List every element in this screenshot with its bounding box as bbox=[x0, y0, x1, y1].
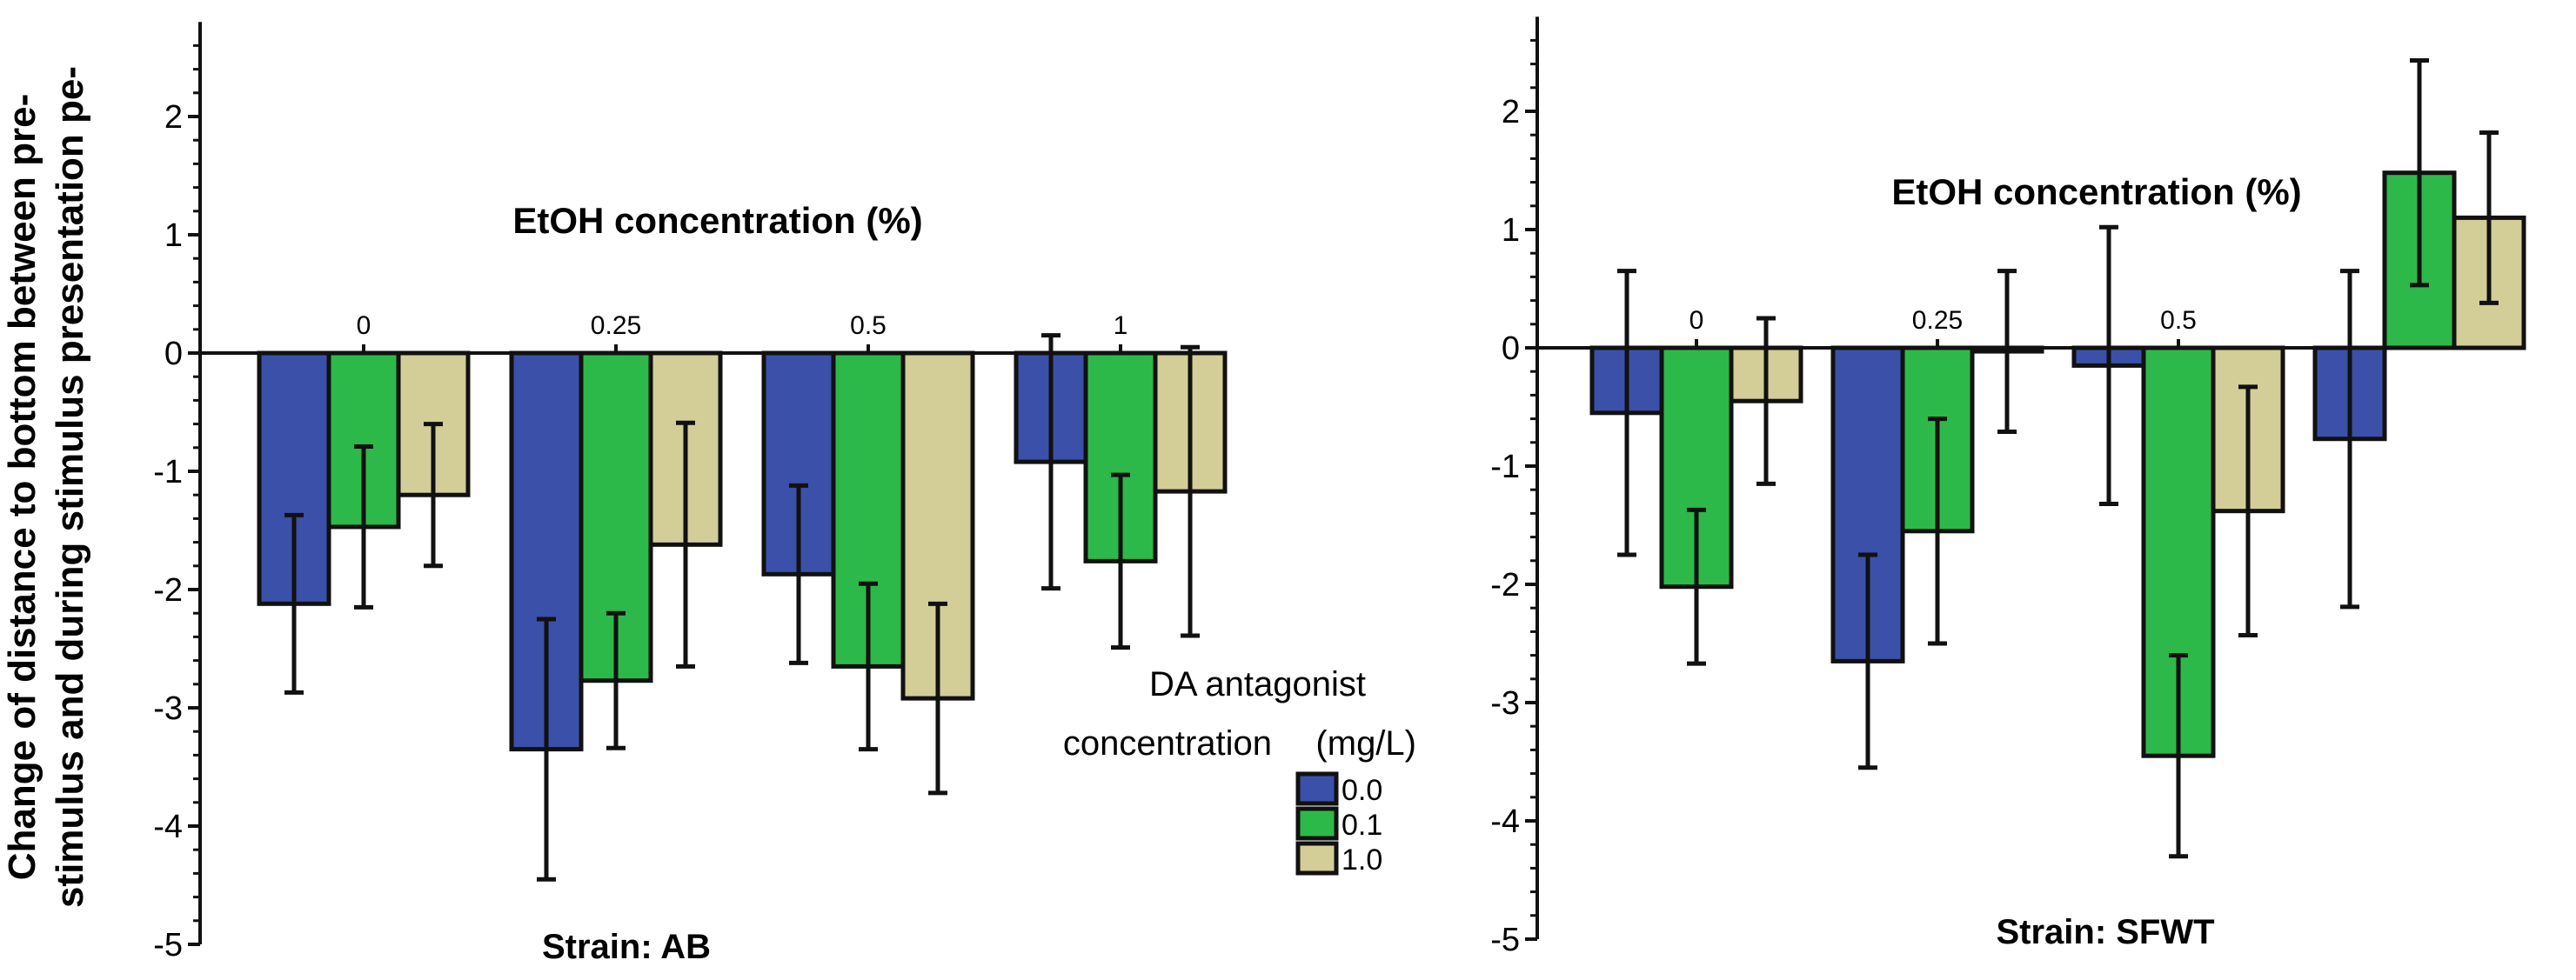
y-tick-label: 2 bbox=[1502, 94, 1520, 130]
y-tick-label: -4 bbox=[153, 809, 183, 845]
y-tick-label: 0 bbox=[1502, 330, 1520, 367]
category-label: 0.5 bbox=[850, 311, 887, 340]
legend-swatch-1 bbox=[1295, 806, 1339, 841]
y-tick-label: 1 bbox=[1502, 212, 1520, 249]
y-axis-label-line2: stimulus and during stimulus presentatio… bbox=[49, 66, 91, 908]
legend: DA antagonist concentration (mg/L) 0.0 0… bbox=[1063, 665, 1416, 877]
x-axis-label: Strain: SFWT bbox=[1996, 913, 2214, 951]
y-tick-label: -3 bbox=[153, 690, 183, 727]
y-axis-label: Change of distance to bottom between pre… bbox=[1, 66, 91, 908]
y-tick-label: 2 bbox=[164, 99, 183, 136]
y-tick-label: 1 bbox=[164, 217, 183, 254]
y-tick-label: -1 bbox=[1490, 449, 1520, 485]
legend-label-1: 0.1 bbox=[1342, 809, 1382, 842]
y-tick-label: -2 bbox=[1490, 567, 1520, 603]
y-tick-label: -4 bbox=[1490, 803, 1520, 840]
legend-label-0: 0.0 bbox=[1342, 774, 1382, 807]
chart-panel-0: 2 1 0 -1 -2 -3 -4 -5 0 0.25 0.5 1 EtOH concentration… bbox=[153, 22, 1228, 966]
legend-swatch-0 bbox=[1295, 771, 1339, 806]
legend-unit: (mg/L) bbox=[1315, 724, 1416, 763]
legend-title-line2: concentration bbox=[1063, 724, 1272, 763]
legend-title-line1: DA antagonist bbox=[1149, 665, 1366, 703]
bar bbox=[831, 350, 906, 669]
y-tick-label: 0 bbox=[164, 336, 183, 372]
category-label: 0 bbox=[1689, 306, 1704, 335]
y-tick-label: -1 bbox=[153, 454, 183, 490]
y-tick-label: -2 bbox=[153, 572, 183, 609]
chart-title: EtOH concentration (%) bbox=[512, 200, 922, 241]
x-axis-label: Strain: AB bbox=[542, 928, 711, 966]
category-label: 0.25 bbox=[591, 311, 641, 340]
chart-title: EtOH concentration (%) bbox=[1891, 171, 2301, 212]
legend-label-2: 1.0 bbox=[1342, 843, 1382, 877]
category-label: 0 bbox=[357, 311, 371, 340]
category-label: 0.5 bbox=[2160, 306, 2197, 335]
y-tick-label: -5 bbox=[153, 927, 183, 963]
legend-swatch-2 bbox=[1295, 841, 1339, 876]
category-label: 1 bbox=[1114, 311, 1128, 340]
y-axis-label-line1: Change of distance to bottom between pre… bbox=[1, 94, 43, 881]
y-tick-label: -3 bbox=[1490, 685, 1520, 722]
y-tick-label: -5 bbox=[1490, 922, 1520, 958]
category-label: 0.25 bbox=[1912, 306, 1963, 335]
